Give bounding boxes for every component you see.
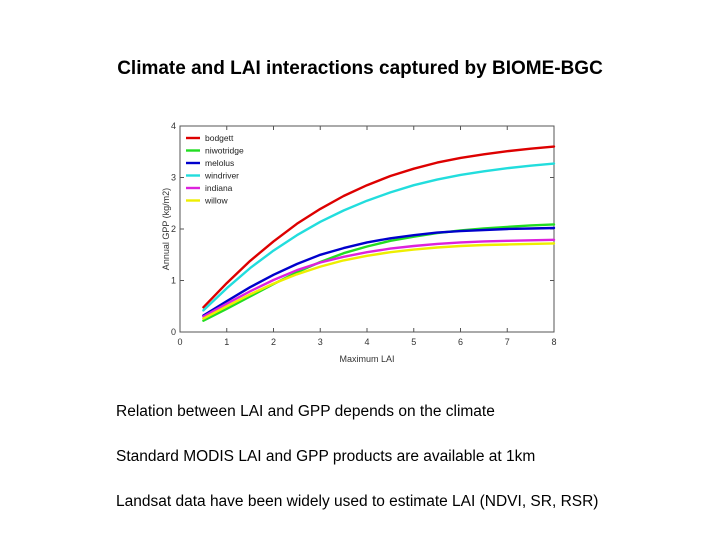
- legend-label: willow: [204, 196, 229, 206]
- legend-label: windriver: [204, 171, 239, 181]
- legend-label: melolus: [205, 158, 234, 168]
- x-tick-label: 6: [458, 337, 463, 347]
- series-line-niwotridge: [202, 223, 556, 322]
- y-tick-label: 2: [171, 224, 176, 234]
- x-tick-label: 5: [411, 337, 416, 347]
- x-tick-label: 2: [271, 337, 276, 347]
- y-tick-label: 4: [171, 121, 176, 131]
- x-axis-label: Maximum LAI: [339, 354, 394, 364]
- bullet-item: Landsat data have been widely used to es…: [116, 493, 599, 510]
- y-tick-label: 3: [171, 173, 176, 183]
- legend-label: indiana: [205, 183, 233, 193]
- series-line-melolus: [202, 226, 556, 317]
- series-line-windriver: [202, 162, 556, 312]
- bullet-item: Relation between LAI and GPP depends on …: [116, 403, 495, 420]
- y-axis-label: Annual GPP (kg/m2): [161, 188, 171, 270]
- legend-label: niwotridge: [205, 146, 244, 156]
- x-tick-label: 8: [551, 337, 556, 347]
- legend-label: bodgett: [205, 133, 234, 143]
- bullet-list: Relation between LAI and GPP depends on …: [116, 402, 598, 537]
- bullet-item: Standard MODIS LAI and GPP products are …: [116, 448, 536, 465]
- x-tick-label: 4: [364, 337, 369, 347]
- y-tick-label: 0: [171, 327, 176, 337]
- line-chart: 0 1 2 3 4 0 1 2 3 4 5 6 7 8 Maximum LAI Annual GPP (kg/…: [161, 121, 557, 364]
- x-tick-label: 1: [224, 337, 229, 347]
- series-line-bodgett: [202, 145, 556, 309]
- x-tick-label: 3: [318, 337, 323, 347]
- y-tick-label: 1: [171, 276, 176, 286]
- x-tick-label: 7: [505, 337, 510, 347]
- series-line-indiana: [202, 238, 556, 318]
- x-tick-label: 0: [177, 337, 182, 347]
- series-line-willow: [202, 242, 556, 320]
- slide-title: Climate and LAI interactions captured by…: [117, 58, 603, 79]
